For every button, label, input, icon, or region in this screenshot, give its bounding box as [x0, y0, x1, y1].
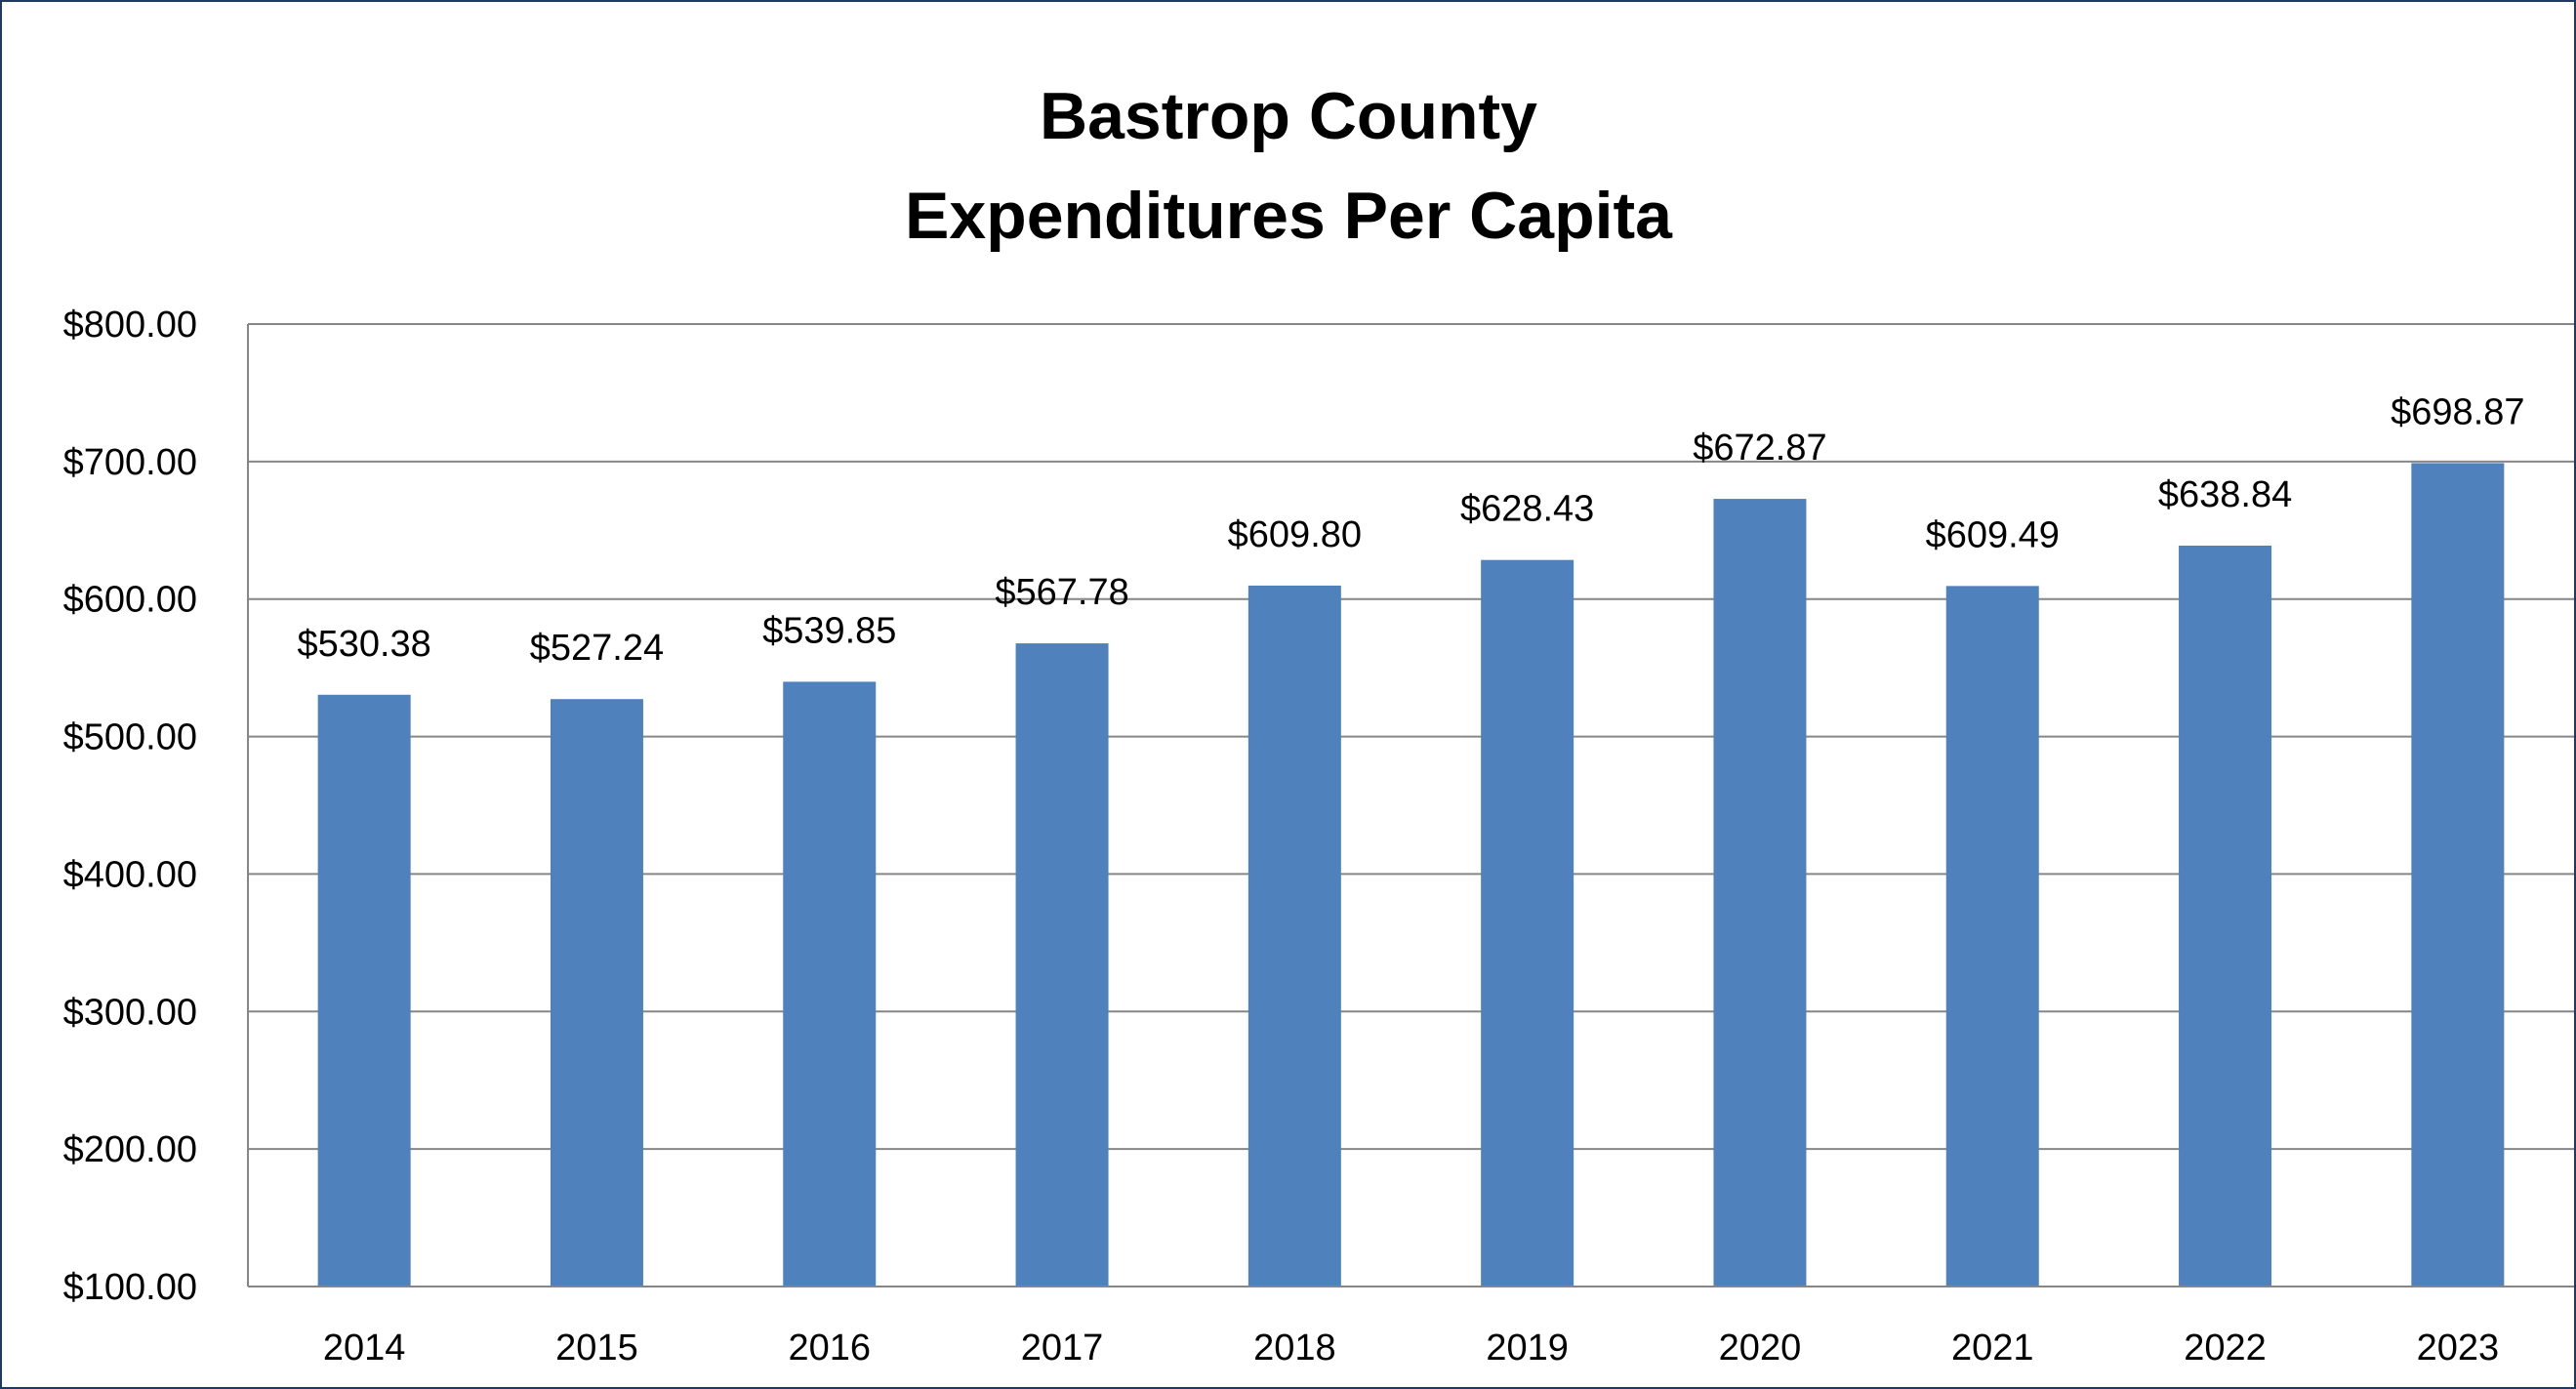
data-label-2021: $609.49	[1926, 514, 2060, 555]
chart-subtitle: Expenditures Per Capita	[905, 179, 1673, 253]
labels: $100.00 $200.00 $300.00 $400.00 $500.00 $600.…	[63, 305, 2525, 1369]
bars	[317, 463, 2505, 1287]
x-tick-label: 2017	[1021, 1328, 1104, 1369]
y-tick-label: $800.00	[63, 305, 197, 346]
data-label-2015: $527.24	[530, 628, 664, 669]
data-label-2019: $628.43	[1460, 489, 1594, 530]
bar-2022	[2179, 546, 2272, 1287]
data-label-2017: $567.78	[995, 572, 1128, 613]
bar-2015	[550, 699, 643, 1287]
x-tick-label: 2023	[2417, 1328, 2500, 1369]
x-tick-label: 2015	[555, 1328, 638, 1369]
data-label-2022: $638.84	[2158, 474, 2292, 515]
x-tick-label: 2020	[1719, 1328, 1802, 1369]
bar-2017	[1015, 643, 1109, 1287]
bar-2014	[317, 694, 411, 1287]
bar-2018	[1247, 585, 1341, 1287]
y-tick-label: $700.00	[63, 442, 197, 483]
y-tick-label: $400.00	[63, 854, 197, 895]
y-tick-label: $500.00	[63, 717, 197, 758]
bar-2021	[1945, 586, 2039, 1287]
bar-2023	[2411, 463, 2505, 1287]
y-tick-label: $200.00	[63, 1129, 197, 1170]
y-tick-label: $300.00	[63, 992, 197, 1033]
chart-title: Bastrop County	[1040, 79, 1537, 153]
x-tick-label: 2019	[1486, 1328, 1569, 1369]
y-tick-label: $600.00	[63, 580, 197, 621]
x-tick-label: 2016	[788, 1328, 871, 1369]
x-tick-label: 2021	[1951, 1328, 2034, 1369]
bar-2016	[783, 681, 877, 1287]
chart-title-group: Bastrop County Expenditures Per Capita	[905, 79, 1673, 253]
bar-2019	[1481, 559, 1574, 1287]
data-label-2016: $539.85	[762, 610, 896, 651]
axes	[247, 324, 2574, 1287]
data-label-2023: $698.87	[2391, 391, 2524, 432]
x-tick-label: 2018	[1253, 1328, 1336, 1369]
data-label-2018: $609.80	[1228, 514, 1362, 555]
y-tick-label: $100.00	[63, 1267, 197, 1308]
data-label-2014: $530.38	[297, 624, 430, 665]
x-tick-label: 2022	[2184, 1328, 2267, 1369]
x-tick-label: 2014	[323, 1328, 406, 1369]
bar-2020	[1713, 499, 1807, 1287]
data-label-2020: $672.87	[1693, 428, 1826, 469]
